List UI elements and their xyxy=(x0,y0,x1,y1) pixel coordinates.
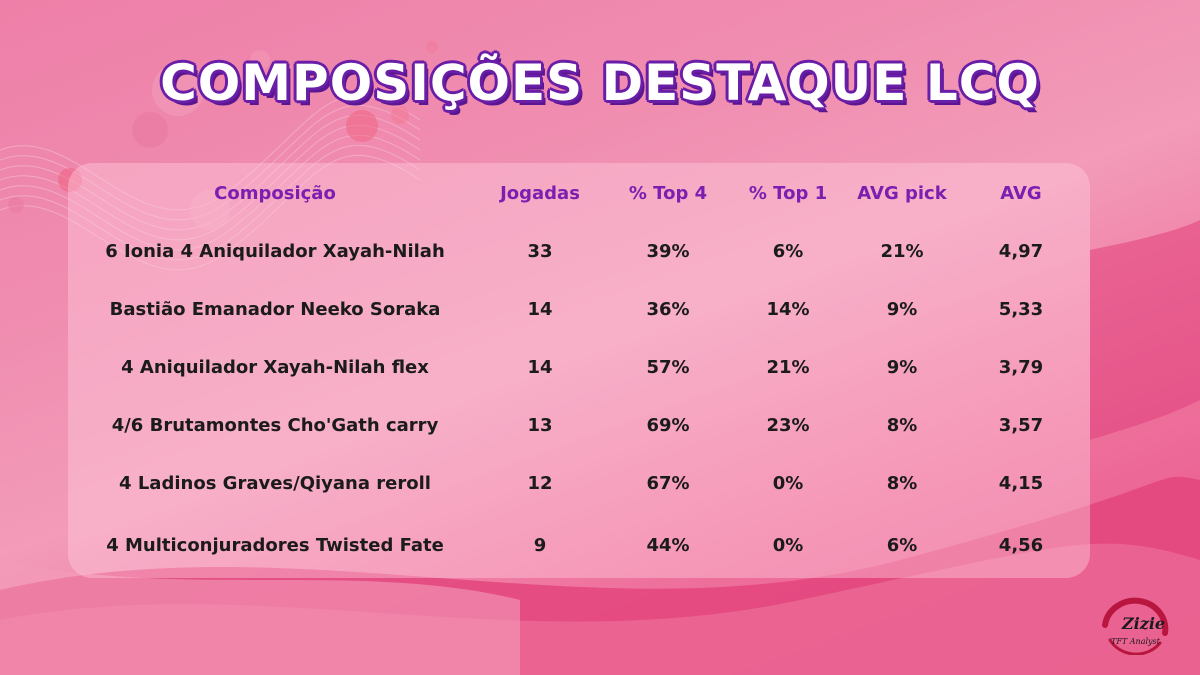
cell-composicao: 6 Ionia 4 Aniquilador Xayah-Nilah xyxy=(105,241,445,262)
cell-jogadas: 9 xyxy=(533,535,547,556)
header-top4: % Top 4 xyxy=(628,183,708,204)
cell-jogadas: 14 xyxy=(527,357,553,378)
brand-swirl-icon xyxy=(1102,597,1169,636)
header-avg: AVG xyxy=(1000,183,1042,204)
cell-avg-pick: 6% xyxy=(886,535,918,556)
cell-composicao: 4 Aniquilador Xayah-Nilah flex xyxy=(121,357,429,378)
cell-top1: 14% xyxy=(766,299,810,320)
brand-name: Zizie xyxy=(1122,614,1166,633)
cell-top4: 57% xyxy=(646,357,690,378)
cell-top4: 39% xyxy=(646,241,690,262)
cell-top4: 44% xyxy=(646,535,690,556)
cell-composicao: 4 Ladinos Graves/Qiyana reroll xyxy=(119,473,431,494)
cell-jogadas: 33 xyxy=(527,241,553,262)
cell-avg: 3,79 xyxy=(998,357,1044,378)
cell-jogadas: 12 xyxy=(527,473,553,494)
cell-top1: 0% xyxy=(772,535,804,556)
header-jogadas: Jogadas xyxy=(500,183,580,204)
cell-avg-pick: 8% xyxy=(886,415,918,436)
brand-logo xyxy=(1102,597,1169,655)
header-top1: % Top 1 xyxy=(748,183,828,204)
cell-composicao: 4/6 Brutamontes Cho'Gath carry xyxy=(111,415,439,436)
cell-avg: 4,15 xyxy=(998,473,1044,494)
header-avg-pick: AVG pick xyxy=(857,183,947,204)
cell-composicao: Bastião Emanador Neeko Soraka xyxy=(109,299,441,320)
cell-composicao: 4 Multiconjuradores Twisted Fate xyxy=(106,535,444,556)
cell-avg-pick: 9% xyxy=(886,299,918,320)
cell-avg: 3,57 xyxy=(998,415,1044,436)
cell-avg-pick: 9% xyxy=(886,357,918,378)
cell-avg: 4,56 xyxy=(998,535,1044,556)
cell-jogadas: 14 xyxy=(527,299,553,320)
cell-jogadas: 13 xyxy=(527,415,553,436)
cell-avg: 5,33 xyxy=(998,299,1044,320)
right-wave xyxy=(1090,220,1200,440)
cell-top4: 67% xyxy=(646,473,690,494)
cell-top4: 36% xyxy=(646,299,690,320)
page-title: COMPOSIÇÕES DESTAQUE LCQ xyxy=(160,54,1040,112)
cell-top1: 21% xyxy=(766,357,810,378)
cell-avg-pick: 21% xyxy=(880,241,924,262)
brand-subtitle: TFT Analyst xyxy=(1111,637,1160,646)
table-panel xyxy=(68,163,1090,578)
header-composicao: Composição xyxy=(214,183,336,204)
cell-top1: 6% xyxy=(772,241,804,262)
cell-top1: 23% xyxy=(766,415,810,436)
cell-avg-pick: 8% xyxy=(886,473,918,494)
cell-avg: 4,97 xyxy=(998,241,1044,262)
cell-top4: 69% xyxy=(646,415,690,436)
cell-top1: 0% xyxy=(772,473,804,494)
